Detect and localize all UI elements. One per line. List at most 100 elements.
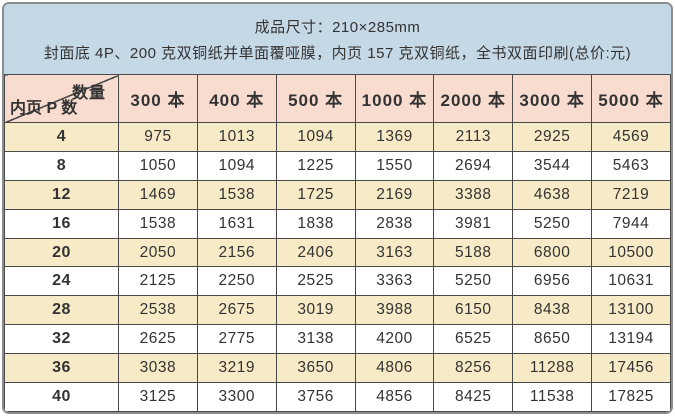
price-cell: 1094 — [275, 122, 356, 152]
price-row: 20 2050 2156 2406 3163 5188 6800 10500 — [4, 237, 671, 268]
price-cell: 6800 — [512, 237, 593, 268]
price-cell: 3363 — [354, 266, 435, 297]
price-cell: 10631 — [591, 266, 671, 297]
price-cell: 5250 — [433, 266, 514, 297]
quantity-column-header: 5000 本 — [591, 74, 671, 123]
price-cell: 1725 — [275, 179, 356, 210]
quantity-column-header: 300 本 — [118, 74, 198, 123]
price-cell: 10500 — [591, 237, 671, 268]
price-cell: 3138 — [275, 324, 356, 355]
price-cell: 2838 — [354, 208, 435, 239]
price-cell: 13100 — [591, 295, 671, 326]
corner-quantity-label: 数量 — [71, 85, 106, 102]
quantity-column-header: 3000 本 — [512, 74, 593, 123]
quantity-column-header: 1000 本 — [354, 74, 435, 123]
price-cell: 3388 — [433, 179, 514, 210]
corner-pages-label: 内页 P 数 — [10, 100, 78, 117]
price-cell: 4856 — [354, 382, 435, 412]
price-cell: 2925 — [512, 122, 593, 152]
price-cell: 3219 — [196, 353, 277, 384]
price-cell: 2538 — [118, 295, 198, 326]
price-cell: 1013 — [196, 122, 277, 152]
price-cell: 2406 — [275, 237, 356, 268]
quantity-header-row: 数量 内页 P 数 300 本 400 本 500 本 1000 本 2000 本 300… — [4, 74, 671, 123]
price-row: 24 2125 2250 2525 3363 5250 6956 10631 — [4, 266, 671, 297]
price-cell: 1838 — [275, 208, 356, 239]
price-table: 数量 内页 P 数 300 本 400 本 500 本 1000 本 2000 本 300… — [4, 74, 671, 412]
price-cell: 1631 — [196, 208, 277, 239]
price-cell: 11538 — [512, 382, 593, 412]
price-row: 12 1469 1538 1725 2169 3388 4638 7219 — [4, 179, 671, 210]
price-cell: 4638 — [512, 179, 593, 210]
pages-count-label: 12 — [4, 179, 119, 210]
price-cell: 2250 — [196, 266, 277, 297]
price-cell: 1369 — [354, 122, 435, 152]
price-cell: 1550 — [354, 150, 435, 181]
pages-count-label: 40 — [4, 382, 119, 412]
quantity-column-header: 500 本 — [275, 74, 356, 123]
price-row: 4 975 1013 1094 1369 2113 2925 4569 — [4, 122, 671, 152]
price-cell: 1094 — [196, 150, 277, 181]
price-cell: 975 — [118, 122, 198, 152]
price-cell: 7219 — [591, 179, 671, 210]
price-cell: 3544 — [512, 150, 593, 181]
banner-size-line: 成品尺寸：210×285mm — [254, 18, 421, 36]
price-cell: 3988 — [354, 295, 435, 326]
pages-count-label: 36 — [4, 353, 119, 384]
pages-count-label: 32 — [4, 324, 119, 355]
banner-spec-line: 封面底 4P、200 克双铜纸并单面覆哑膜，内页 157 克双铜纸，全书双面印刷… — [43, 44, 632, 62]
quantity-column-header: 400 本 — [196, 74, 277, 123]
price-cell: 5250 — [512, 208, 593, 239]
price-cell: 1538 — [118, 208, 198, 239]
price-cell: 6956 — [512, 266, 593, 297]
price-cell: 2675 — [196, 295, 277, 326]
spec-banner: 成品尺寸：210×285mm 封面底 4P、200 克双铜纸并单面覆哑膜，内页 … — [4, 4, 671, 74]
price-cell: 1050 — [118, 150, 198, 181]
price-cell: 4569 — [591, 122, 671, 152]
price-row: 8 1050 1094 1225 1550 2694 3544 5463 — [4, 150, 671, 181]
price-row: 40 3125 3300 3756 4856 8425 11538 17825 — [4, 382, 671, 412]
price-cell: 13194 — [591, 324, 671, 355]
price-cell: 3163 — [354, 237, 435, 268]
price-cell: 3019 — [275, 295, 356, 326]
quantity-column-header: 2000 本 — [433, 74, 514, 123]
pages-count-label: 4 — [4, 122, 119, 152]
price-cell: 3650 — [275, 353, 356, 384]
price-cell: 1538 — [196, 179, 277, 210]
pages-count-label: 8 — [4, 150, 119, 181]
price-cell: 2169 — [354, 179, 435, 210]
price-cell: 11288 — [512, 353, 593, 384]
price-cell: 17456 — [591, 353, 671, 384]
price-row: 16 1538 1631 1838 2838 3981 5250 7944 — [4, 208, 671, 239]
price-row: 28 2538 2675 3019 3988 6150 8438 13100 — [4, 295, 671, 326]
price-cell: 2694 — [433, 150, 514, 181]
price-cell: 2113 — [433, 122, 514, 152]
price-cell: 4200 — [354, 324, 435, 355]
price-cell: 3038 — [118, 353, 198, 384]
pages-count-label: 28 — [4, 295, 119, 326]
price-cell: 8425 — [433, 382, 514, 412]
price-cell: 2525 — [275, 266, 356, 297]
price-cell: 8256 — [433, 353, 514, 384]
price-cell: 17825 — [591, 382, 671, 412]
price-cell: 2625 — [118, 324, 198, 355]
price-cell: 2775 — [196, 324, 277, 355]
price-cell: 3300 — [196, 382, 277, 412]
price-cell: 8650 — [512, 324, 593, 355]
price-row: 36 3038 3219 3650 4806 8256 11288 17456 — [4, 353, 671, 384]
price-cell: 3756 — [275, 382, 356, 412]
price-cell: 1469 — [118, 179, 198, 210]
price-cell: 3981 — [433, 208, 514, 239]
price-cell: 5188 — [433, 237, 514, 268]
price-cell: 8438 — [512, 295, 593, 326]
price-cell: 4806 — [354, 353, 435, 384]
price-cell: 2125 — [118, 266, 198, 297]
diagonal-corner-cell: 数量 内页 P 数 — [4, 74, 119, 123]
pages-count-label: 20 — [4, 237, 119, 268]
pages-count-label: 16 — [4, 208, 119, 239]
pages-count-label: 24 — [4, 266, 119, 297]
price-cell: 2156 — [196, 237, 277, 268]
price-cell: 3125 — [118, 382, 198, 412]
price-cell: 6525 — [433, 324, 514, 355]
